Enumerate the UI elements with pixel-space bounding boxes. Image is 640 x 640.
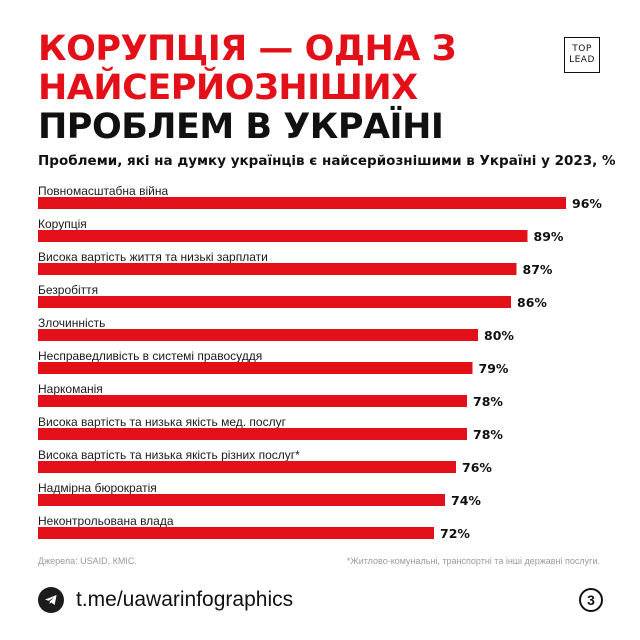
category-label: Неконтрольована влада — [38, 514, 174, 528]
headline-line-3: ПРОБЛЕМ В УКРАЇНІ — [38, 107, 444, 147]
top-lead-logo: TOP LEAD — [564, 37, 600, 73]
category-label: Наркоманія — [38, 382, 103, 396]
category-label: Несправедливість в системі правосуддя — [38, 349, 262, 363]
value-label: 86% — [517, 295, 547, 310]
bar — [38, 263, 517, 275]
bar — [38, 362, 473, 374]
value-label: 79% — [479, 361, 509, 376]
telegram-handle[interactable]: t.me/uawarinfographics — [76, 588, 294, 611]
value-label: 78% — [473, 394, 503, 409]
category-label: Повномасштабна війна — [38, 184, 168, 198]
category-label: Висока вартість життя та низькі зарплати — [38, 250, 268, 264]
footer-link[interactable]: t.me/uawarinfographics — [38, 587, 293, 613]
headline: КОРУПЦІЯ — ОДНА З НАЙСЕРЙОЗНІШИХ ПРОБЛЕМ… — [38, 30, 558, 147]
logo-bottom-text: LEAD — [569, 55, 595, 65]
category-label: Безробіття — [38, 283, 98, 297]
category-label: Злочинність — [38, 316, 105, 330]
value-label: 96% — [572, 196, 602, 211]
bar — [38, 296, 511, 308]
category-label: Надмірна бюрократія — [38, 481, 157, 495]
bar-chart: Повномасштабна війна 96% Корупція 89% Висока… — [38, 184, 602, 541]
value-label: 72% — [440, 526, 470, 541]
headline-line-2: НАЙСЕРЙОЗНІШИХ — [38, 68, 418, 108]
bar — [38, 197, 566, 209]
value-label: 89% — [534, 229, 564, 244]
category-label: Висока вартість та низька якість різних … — [38, 448, 300, 462]
category-label: Висока вартість та низька якість мед. по… — [38, 415, 287, 429]
bar — [38, 527, 434, 539]
value-label: 76% — [462, 460, 492, 475]
bar — [38, 428, 467, 440]
page-number: 3 — [579, 588, 603, 612]
logo-top-text: TOP — [572, 44, 592, 54]
footnote: *Житлово-комунальні, транспортні та інші… — [346, 556, 600, 566]
value-label: 74% — [451, 493, 481, 508]
bar — [38, 461, 456, 473]
chart-title: Проблеми, які на думку українців є найсе… — [38, 153, 616, 169]
value-label: 80% — [484, 328, 514, 343]
bar — [38, 230, 528, 242]
category-label: Корупція — [38, 217, 87, 231]
bar — [38, 395, 467, 407]
value-label: 78% — [473, 427, 503, 442]
value-label: 87% — [523, 262, 553, 277]
source-note: Джерела: USAID, КМІС. — [38, 556, 137, 566]
telegram-icon — [38, 587, 64, 613]
bar — [38, 329, 478, 341]
headline-line-1: КОРУПЦІЯ — ОДНА З — [38, 29, 456, 69]
bar — [38, 494, 445, 506]
